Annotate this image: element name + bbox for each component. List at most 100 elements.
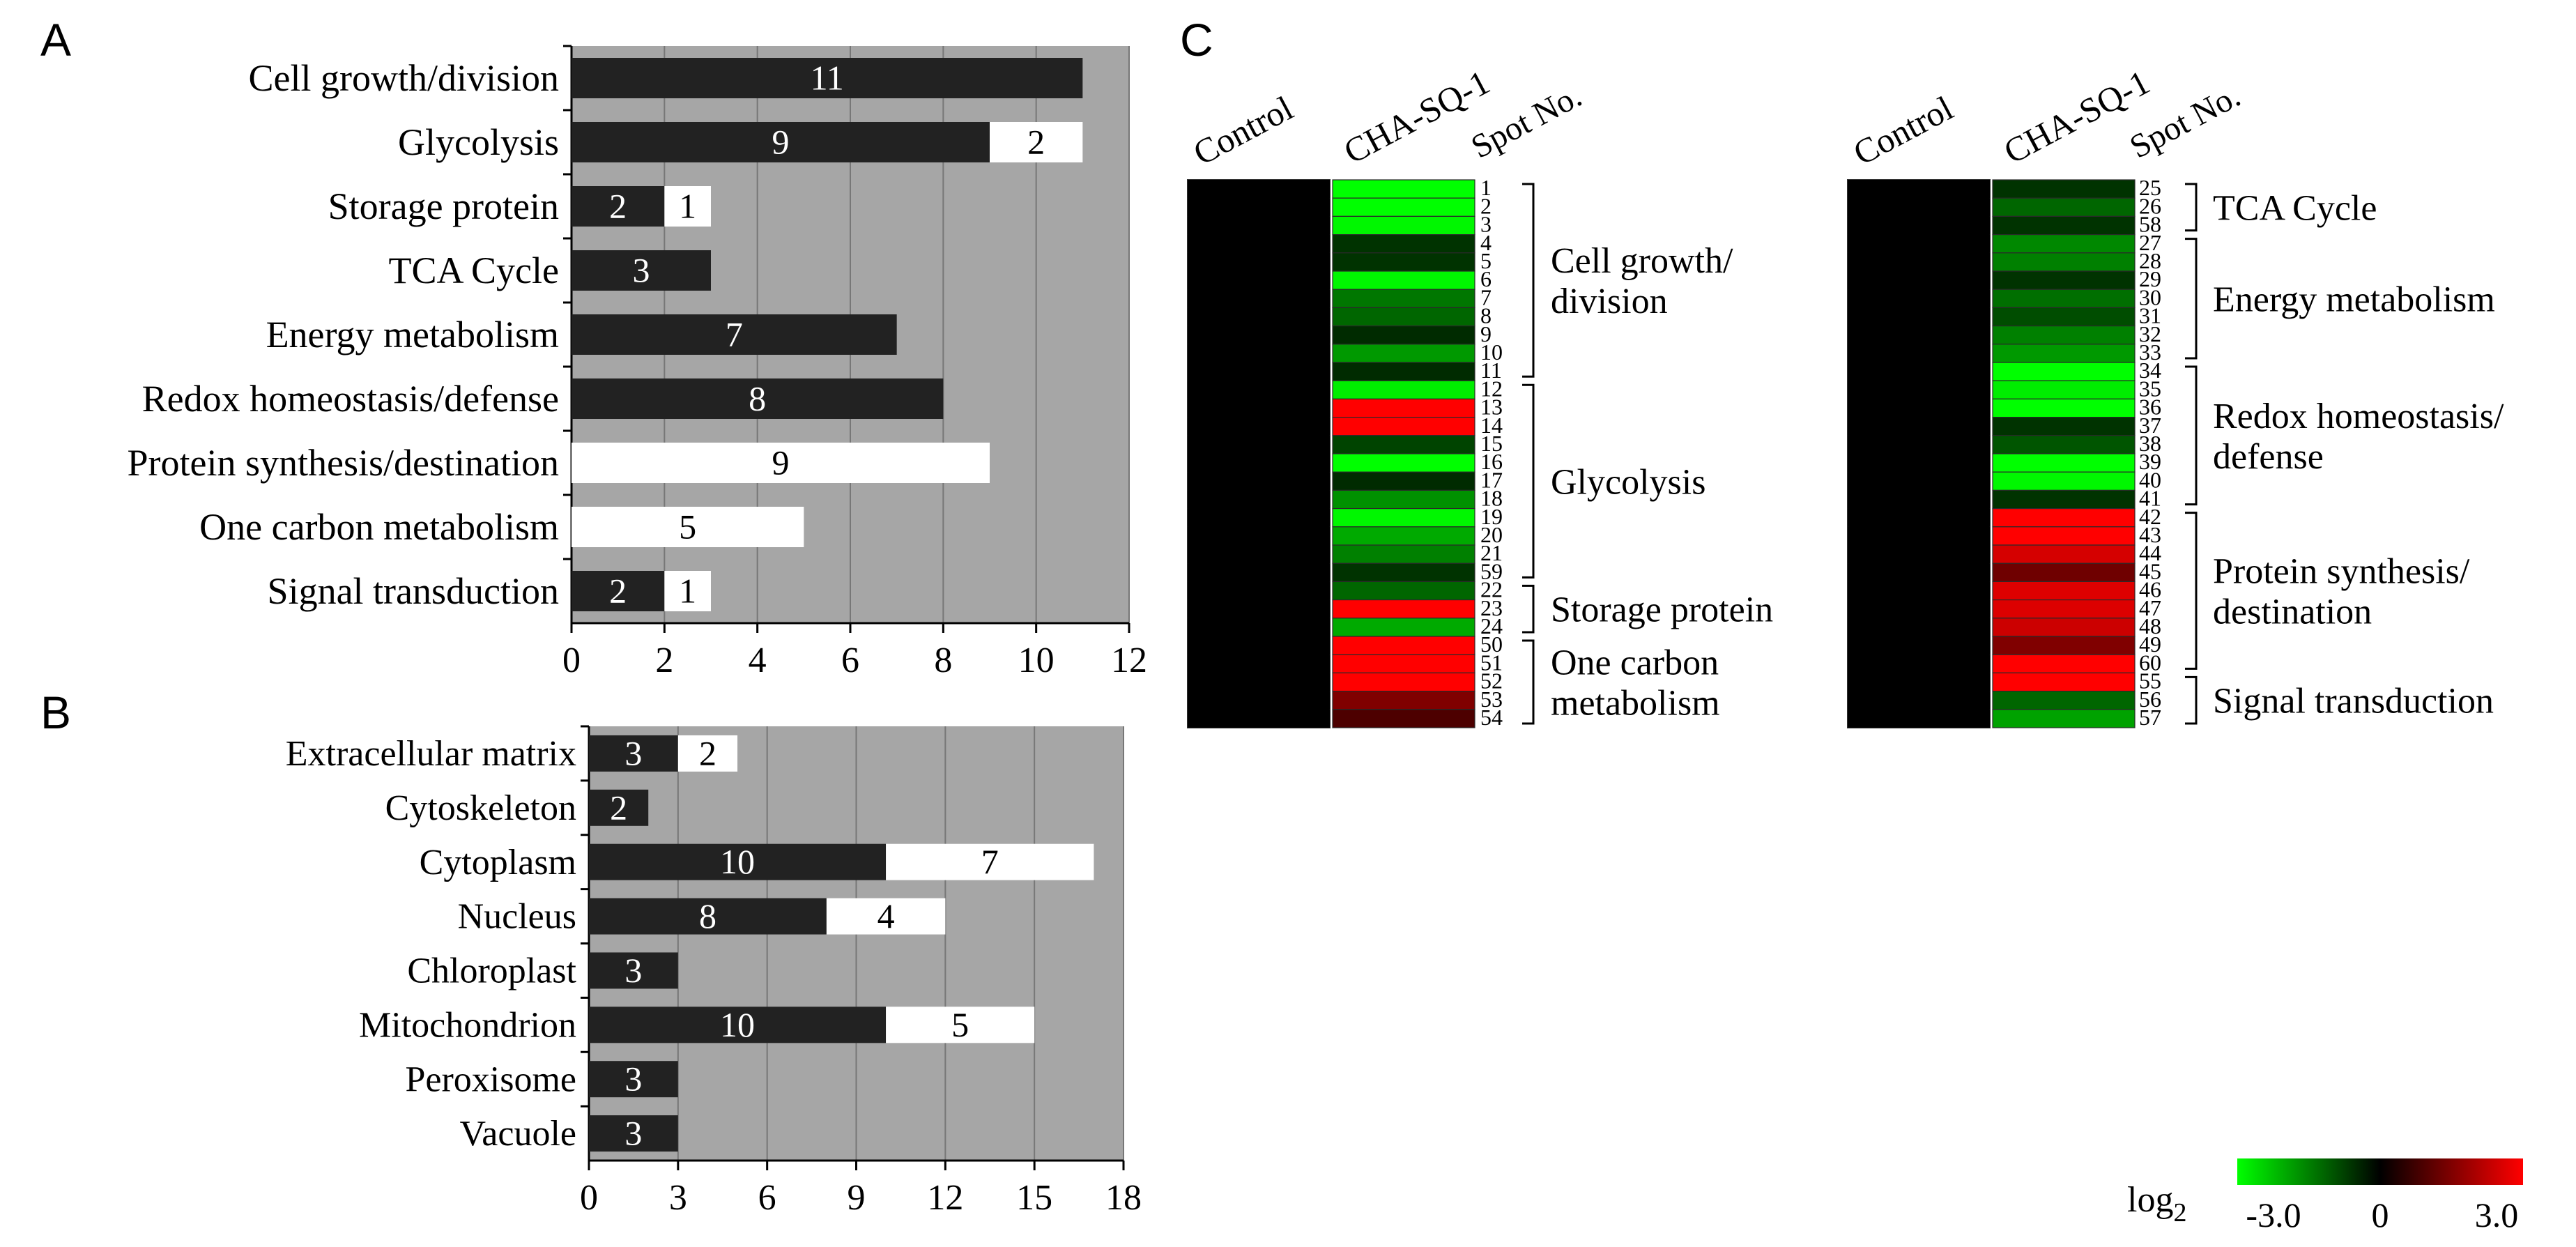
bar-value-label: 3	[624, 951, 642, 990]
heatmap-cell-treatment	[1332, 307, 1475, 327]
spot-number: 4	[1480, 230, 1492, 255]
bar	[990, 122, 1083, 162]
x-tick-label: 0	[562, 641, 581, 680]
bar	[589, 735, 678, 772]
bar-value-label: 2	[610, 788, 627, 827]
spot-number: 34	[2139, 358, 2161, 383]
group-bracket	[2185, 675, 2198, 725]
heatmap-cell-control	[1848, 289, 1990, 308]
group-label: One carbon	[1551, 643, 1719, 683]
heatmap-cell-treatment	[1332, 563, 1475, 583]
bar	[826, 898, 946, 935]
group-label: destination	[2213, 592, 2372, 632]
heatmap-cell-treatment	[1332, 416, 1475, 436]
heatmap-cell-treatment	[1332, 380, 1475, 400]
category-label: Energy metabolism	[266, 314, 559, 355]
group-label: division	[1551, 282, 1668, 321]
heatmap-cell-treatment	[1992, 507, 2136, 528]
heatmap-cell-control	[1188, 198, 1330, 217]
spot-number: 47	[2139, 595, 2161, 620]
spot-number: 52	[1480, 668, 1503, 694]
heatmap-cell-treatment	[1332, 544, 1475, 564]
spot-number: 43	[2139, 522, 2161, 547]
heatmap-cell-control	[1848, 326, 1990, 344]
bar	[572, 250, 711, 291]
x-tick-label: 10	[1018, 641, 1055, 680]
spot-number: 45	[2139, 558, 2161, 583]
category-label: Protein synthesis/destination	[128, 442, 559, 484]
heatmap-cell-treatment	[1992, 307, 2136, 327]
heatmap-cell-treatment	[1332, 581, 1475, 601]
heatmap-cell-treatment	[1332, 234, 1475, 254]
heatmap-cell-control	[1848, 417, 1990, 436]
spot-number: 33	[2139, 339, 2161, 365]
bar	[589, 843, 887, 880]
heatmap-cell-control	[1188, 563, 1330, 582]
spot-number: 6	[1480, 266, 1492, 291]
heatmap-cell-control	[1188, 691, 1330, 710]
heatmap-cell-treatment	[1992, 453, 2136, 473]
bar-value-label: 3	[624, 1059, 642, 1099]
heatmap-cell-treatment	[1992, 672, 2136, 692]
spot-number: 17	[1480, 467, 1503, 492]
heatmap-cell-control	[1848, 344, 1990, 362]
spot-number: 19	[1480, 504, 1503, 529]
spot-number: 57	[2139, 705, 2161, 730]
category-label: Chloroplast	[407, 951, 576, 991]
bar	[886, 843, 1094, 880]
x-tick-label: 0	[580, 1178, 598, 1218]
heatmap-cell-control	[1188, 618, 1330, 636]
heatmap-cell-treatment	[1332, 344, 1475, 363]
spot-number: 56	[2139, 687, 2161, 712]
group-bracket	[2185, 238, 2198, 360]
bar	[677, 735, 738, 772]
group-label: Protein synthesis/	[2213, 552, 2470, 592]
bar-value-label: 5	[951, 1005, 969, 1044]
spot-number: 2	[1480, 193, 1492, 218]
heatmap-cell-control	[1188, 709, 1330, 728]
spot-number: 1	[1480, 175, 1492, 200]
group-label: Storage protein	[1551, 590, 1773, 630]
category-label: Signal transduction	[268, 570, 559, 612]
category-label: Mitochondrion	[359, 1005, 576, 1045]
spot-number: 39	[2139, 449, 2161, 474]
heatmap-cell-control	[1188, 216, 1330, 235]
column-header-control: Control	[1187, 89, 1299, 173]
bar-value-label: 10	[720, 842, 755, 881]
heatmap-cell-treatment	[1992, 289, 2136, 309]
heatmap-cell-control	[1848, 490, 1990, 509]
heatmap-cell-treatment	[1332, 618, 1475, 637]
spot-number: 15	[1480, 431, 1503, 456]
heatmap-cell-control	[1848, 472, 1990, 491]
heatmap-cell-control	[1848, 655, 1990, 673]
heatmap-cell-control	[1848, 198, 1990, 217]
heatmap-cell-treatment	[1992, 380, 2136, 400]
heatmap-cell-treatment	[1332, 362, 1475, 381]
spot-number: 12	[1480, 376, 1503, 401]
spot-number: 3	[1480, 212, 1492, 237]
category-label: Extracellular matrix	[286, 734, 576, 774]
group-bracket	[1522, 383, 1535, 579]
spot-number: 38	[2139, 431, 2161, 456]
group-label: metabolism	[1551, 684, 1720, 724]
spot-number: 7	[1480, 284, 1492, 309]
heatmap-cell-control	[1848, 673, 1990, 691]
spot-number: 32	[2139, 321, 2161, 346]
bar-value-label: 11	[811, 59, 844, 98]
heatmap-cell-control	[1848, 599, 1990, 618]
spot-number: 53	[1480, 687, 1503, 712]
spot-number: 35	[2139, 376, 2161, 401]
heatmap-cell-treatment	[1992, 344, 2136, 363]
color-scale-mid-label: 0	[2372, 1195, 2389, 1234]
bar-value-label: 3	[633, 251, 650, 290]
bar	[589, 952, 678, 989]
spot-number: 41	[2139, 486, 2161, 511]
bar	[572, 507, 804, 547]
color-scale-title-subscript: 2	[2173, 1198, 2186, 1227]
x-tick-label: 12	[927, 1178, 963, 1218]
spot-number: 60	[2139, 650, 2161, 675]
heatmap-cell-control	[1188, 435, 1330, 454]
